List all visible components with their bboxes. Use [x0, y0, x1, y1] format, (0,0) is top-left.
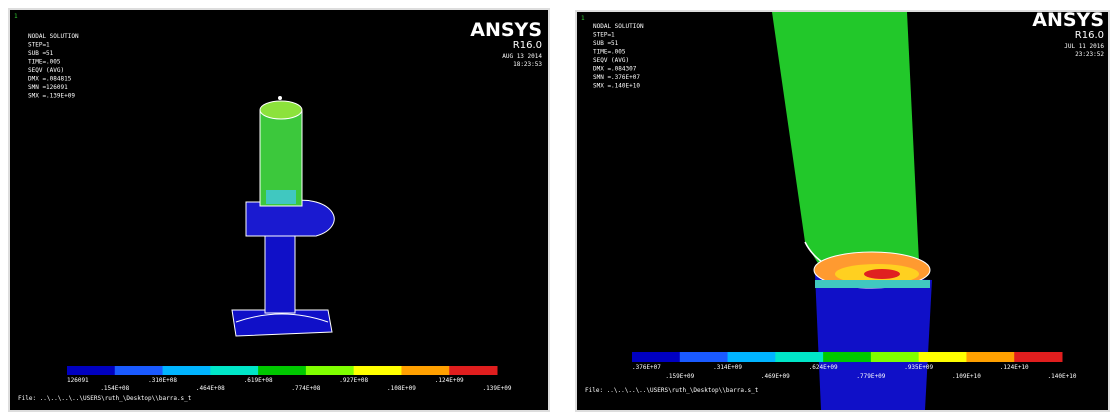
info-line: DMX =.084307: [593, 66, 637, 73]
legend-label: .774E+08: [291, 385, 320, 392]
info-line: DMX =.084815: [28, 76, 72, 83]
legend-label: .935E+09: [904, 364, 933, 371]
date: AUG 13 2014: [502, 53, 542, 60]
info-line: SUB =51: [593, 40, 619, 47]
legend-band: [162, 366, 211, 375]
legend-band: [401, 366, 450, 375]
legend-band: [679, 352, 729, 362]
legend-label: .124E+10: [1000, 364, 1029, 371]
model: [231, 96, 335, 337]
legend-label: .140E+10: [1048, 373, 1077, 380]
legend-label: .109E+10: [952, 373, 981, 380]
info-line: NODAL SOLUTION: [28, 33, 79, 40]
legend-label: .124E+09: [435, 377, 464, 384]
date: JUL 11 2016: [1064, 43, 1104, 50]
legend-band: [870, 352, 920, 362]
legend-label: .779E+09: [856, 373, 885, 380]
legend-band: [918, 352, 967, 362]
legend-band: [353, 366, 402, 375]
info-line: TIME=.005: [593, 49, 626, 56]
legend-label: .927E+08: [339, 377, 368, 384]
legend-label: .154E+08: [100, 385, 129, 392]
legend-band: [305, 366, 355, 375]
info-line: SEQV (AVG): [28, 67, 64, 74]
legend-label: .159E+09: [665, 373, 694, 380]
info-line: SMN =.376E+07: [593, 74, 640, 81]
legend-label: 126091: [67, 377, 89, 384]
legend-band: [823, 352, 872, 362]
window-number: 1: [14, 13, 18, 20]
info-line: SMN =126091: [28, 84, 68, 91]
legend-label: .314E+09: [713, 364, 742, 371]
legend-label: .108E+09: [387, 385, 416, 392]
logo: ANSYS: [470, 19, 542, 41]
legend-label: .310E+08: [148, 377, 177, 384]
legend-band: [775, 352, 824, 362]
info-line: STEP=1: [593, 32, 615, 39]
legend-label: .619E+08: [244, 377, 273, 384]
info-line: SMX =.139E+09: [28, 93, 75, 100]
info-line: NODAL SOLUTION: [593, 23, 644, 30]
info-line: SEQV (AVG): [593, 57, 629, 64]
info-line: SUB =51: [28, 50, 54, 57]
time: 18:23:53: [513, 61, 542, 68]
legend-band: [632, 352, 681, 362]
file-path: File: ..\..\..\..\USERS\ruth_\Desktop\\b…: [585, 387, 759, 394]
time: 23:23:52: [1075, 51, 1104, 58]
legend-label: .624E+09: [809, 364, 838, 371]
legend-label: .464E+08: [196, 385, 225, 392]
version: R16.0: [513, 40, 542, 51]
legend-label: .469E+09: [761, 373, 790, 380]
legend-band: [210, 366, 259, 375]
info-line: STEP=1: [28, 42, 50, 49]
window-number: 1: [581, 15, 585, 22]
legend-band: [966, 352, 1015, 362]
legend-label: .139E+09: [483, 385, 512, 392]
legend-band: [67, 366, 116, 375]
logo: ANSYS: [1032, 12, 1104, 31]
legend-band: [114, 366, 164, 375]
viewport-left: 1 NODAL SOLUTION STEP=1 SUB =51 TIME=.005 SEQ…: [8, 8, 550, 412]
file-path: File: ..\..\..\..\USERS\ruth_\Desktop\\b…: [18, 395, 192, 402]
version: R16.0: [1075, 30, 1104, 41]
model: [772, 12, 932, 410]
legend-band: [1014, 352, 1063, 362]
legend-band: [449, 366, 498, 375]
viewport-right: 1 NODAL SOLUTION STEP=1 SUB =51 TIME=.005 SEQ…: [575, 10, 1110, 412]
info-line: TIME=.005: [28, 59, 61, 66]
info-line: SMX =.140E+10: [593, 83, 640, 90]
legend-band: [727, 352, 776, 362]
legend-label: .376E+07: [632, 364, 661, 371]
legend-band: [258, 366, 307, 375]
